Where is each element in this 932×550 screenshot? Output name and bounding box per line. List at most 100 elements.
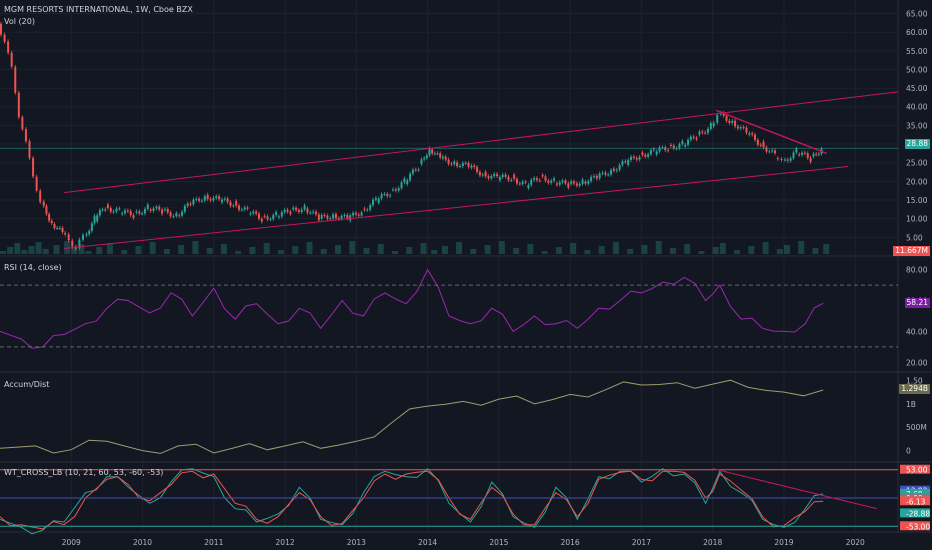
volume-bar	[762, 242, 769, 254]
candle-body	[461, 163, 464, 166]
candle-body	[286, 209, 289, 212]
price-tick-label: 25.00	[906, 159, 928, 168]
candle-body	[423, 158, 426, 160]
candle-body	[232, 205, 235, 207]
candle-body	[334, 214, 337, 219]
candle-body	[806, 153, 809, 158]
candle-body	[598, 173, 601, 179]
candle-body	[223, 198, 226, 200]
volume-bar	[420, 243, 427, 254]
candle-body	[269, 219, 272, 221]
candle-body	[655, 151, 658, 155]
candle-body	[226, 198, 229, 202]
volume-bar	[798, 241, 805, 254]
time-label-2016: 2016	[561, 538, 580, 547]
candle-body	[644, 154, 647, 157]
candle-body	[621, 161, 624, 166]
chart-title: MGM RESORTS INTERNATIONAL, 1W, Cboe BZX	[4, 5, 193, 14]
candle-body	[411, 169, 414, 174]
candle-body	[725, 115, 728, 121]
candle-body	[56, 228, 59, 230]
candle-body	[360, 212, 363, 216]
time-label-2020: 2020	[846, 538, 865, 547]
time-label-2017: 2017	[632, 538, 651, 547]
candle-body	[447, 159, 450, 164]
candle-body	[303, 205, 306, 210]
candle-body	[768, 151, 771, 153]
candle-body	[439, 153, 442, 158]
candle-body	[709, 123, 712, 129]
candle-body	[675, 148, 678, 150]
volume-bar	[823, 244, 830, 254]
volume-bar	[627, 249, 634, 254]
descending-resistance-line	[715, 109, 828, 155]
candle-body	[235, 200, 238, 206]
candle-body	[547, 180, 550, 183]
candle-body	[756, 139, 759, 145]
candle-body	[129, 210, 132, 216]
candle-body	[121, 213, 124, 215]
candle-body	[352, 212, 355, 216]
candle-body	[470, 165, 473, 168]
candle-body	[169, 212, 172, 217]
candle-body	[90, 223, 93, 231]
volume-bar	[78, 244, 85, 254]
candle-body	[742, 127, 745, 129]
volume-bar	[406, 247, 413, 254]
candle-body	[803, 152, 806, 154]
price-tick-label: 5.00	[906, 233, 923, 242]
candle-body	[570, 181, 573, 184]
volume-tag: 11.667M	[893, 246, 930, 256]
volume-bar	[235, 251, 242, 254]
volume-bar	[498, 241, 505, 254]
volume-bar	[776, 249, 783, 254]
candle-body	[263, 215, 266, 217]
candle-body	[200, 200, 203, 202]
candle-body	[203, 196, 206, 201]
candle-body	[71, 240, 74, 247]
candle-body	[684, 144, 687, 147]
candle-body	[332, 214, 335, 219]
candle-body	[397, 188, 400, 191]
candle-body	[189, 203, 192, 205]
candle-body	[762, 141, 765, 148]
wt-tick-label: 53.00	[906, 466, 928, 475]
candle-body	[175, 213, 178, 217]
candle-body	[771, 150, 774, 152]
candle-body	[118, 208, 121, 210]
candle-body	[246, 207, 249, 209]
candle-body	[380, 194, 383, 199]
candle-body	[349, 215, 352, 221]
candle-body	[61, 227, 64, 233]
candle-body	[701, 131, 704, 133]
candle-body	[712, 122, 715, 127]
candle-body	[143, 208, 146, 214]
volume-bar	[783, 245, 790, 254]
candle-body	[436, 153, 439, 155]
candle-body	[135, 211, 138, 213]
candle-body	[428, 148, 431, 156]
candle-body	[575, 183, 578, 186]
candle-body	[218, 196, 221, 200]
volume-bar	[377, 244, 384, 254]
candle-body	[527, 184, 530, 189]
volume-bar	[555, 247, 562, 254]
candle-body	[734, 120, 737, 127]
candle-body	[553, 178, 556, 181]
candle-body	[366, 209, 369, 211]
volume-bar	[734, 250, 741, 254]
candle-body	[530, 179, 533, 185]
candle-body	[751, 133, 754, 135]
candle-body	[450, 163, 453, 165]
ad-tick-label: 0	[906, 447, 911, 456]
accum-dist-label: Accum/Dist	[4, 380, 50, 389]
candle-body	[238, 205, 241, 210]
candle-body	[541, 174, 544, 177]
candle-body	[798, 154, 801, 156]
candle-body	[149, 209, 152, 211]
candle-body	[638, 157, 641, 160]
volume-bar	[85, 251, 92, 254]
wt-tick-label: -53.00	[906, 522, 930, 531]
volume-bar	[206, 248, 213, 254]
